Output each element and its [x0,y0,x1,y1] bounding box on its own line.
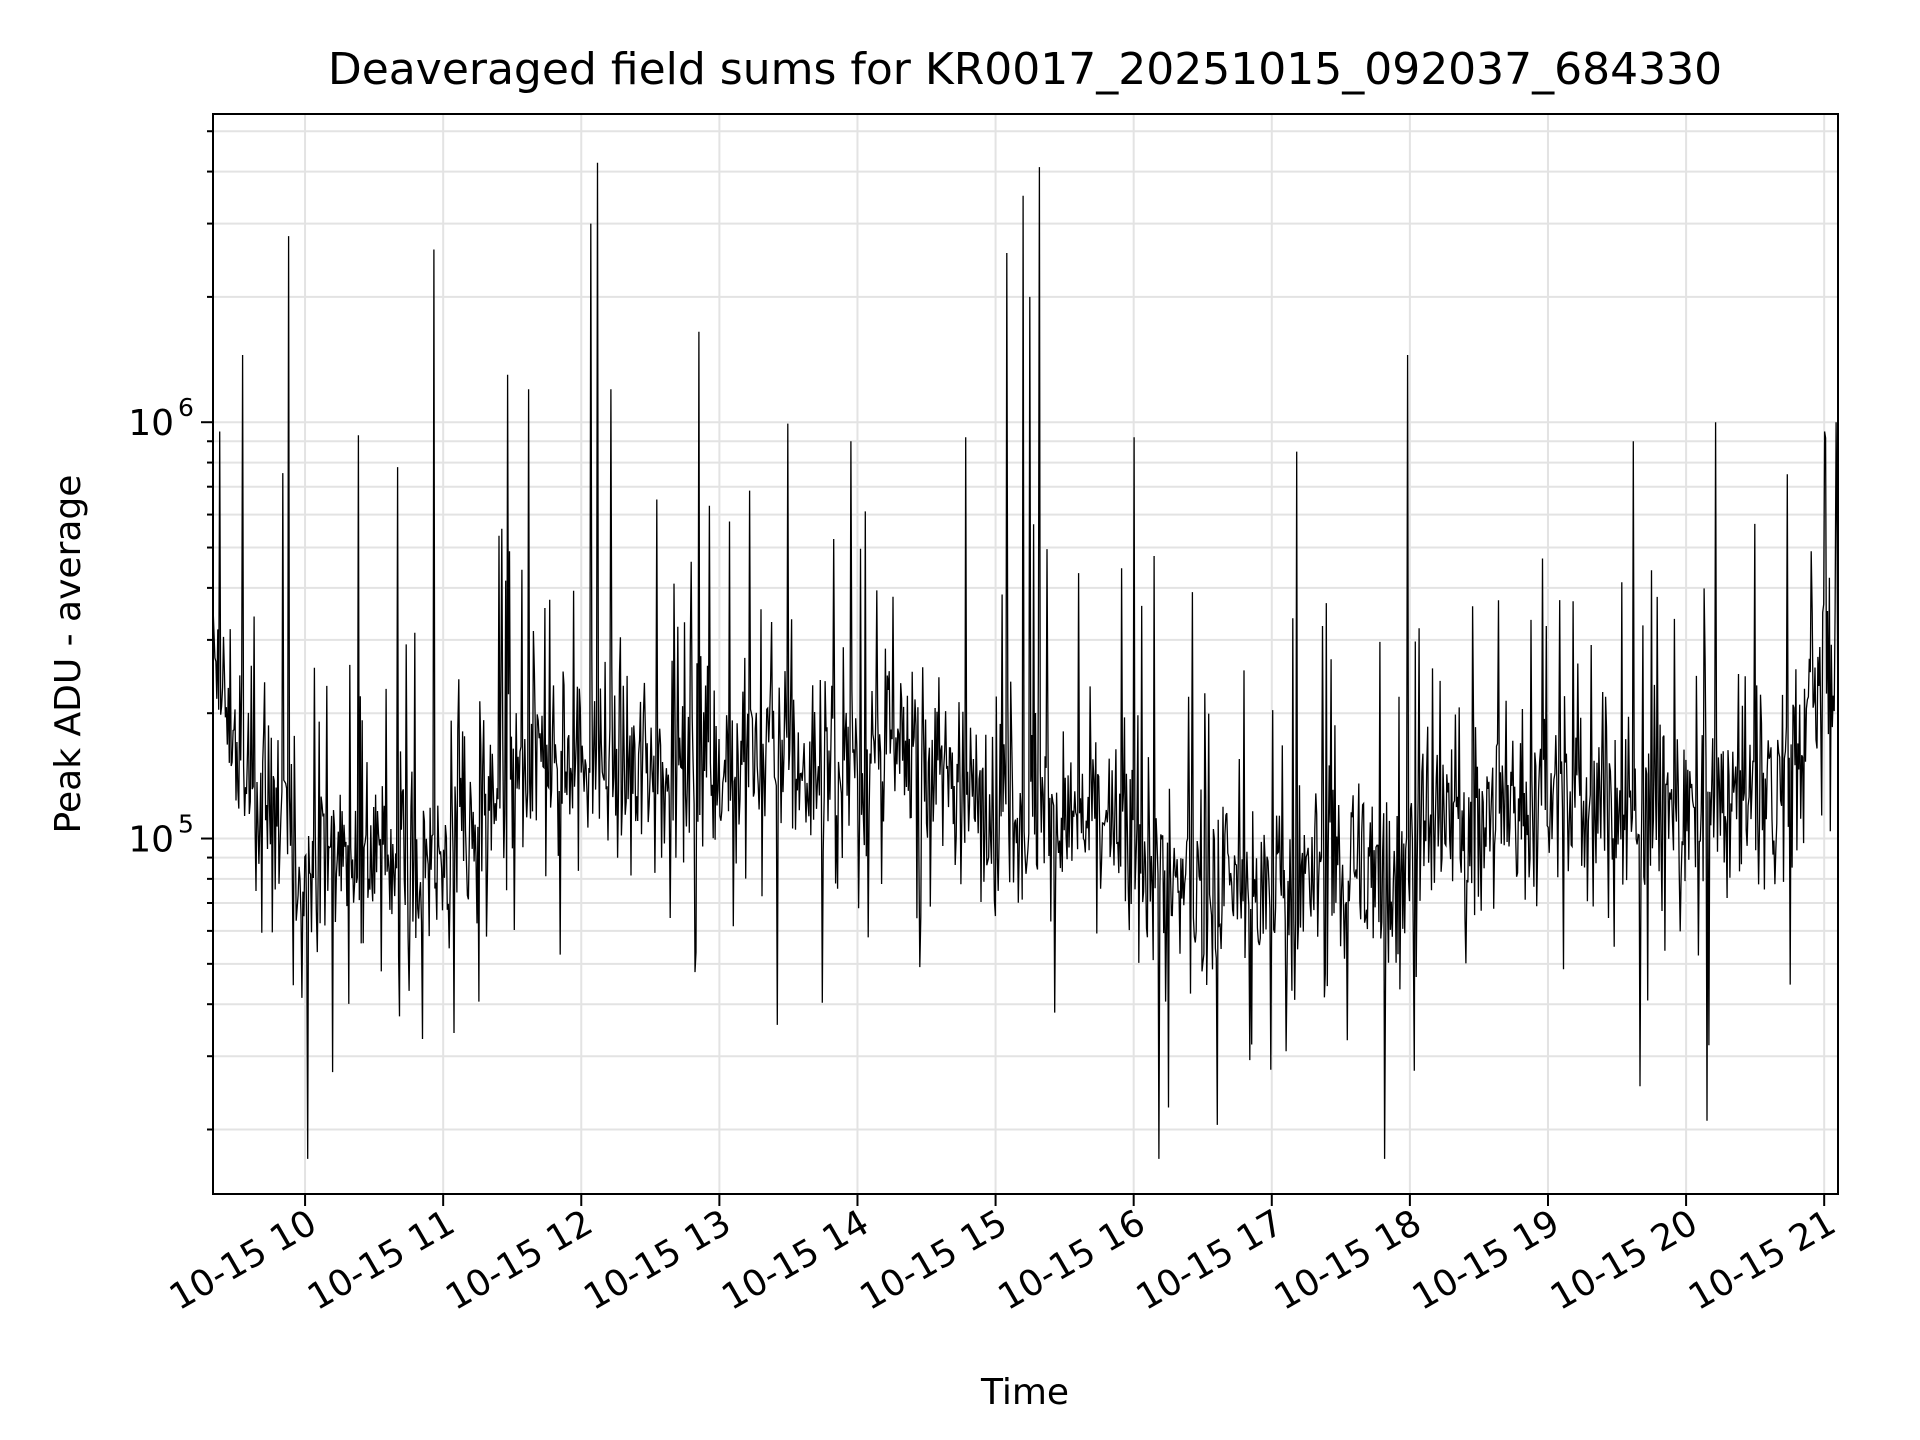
x-axis-label: Time [980,1372,1069,1413]
grid [213,114,1838,1194]
y-axis-label: Peak ADU - average [48,475,89,834]
y-tick-base: 10 [128,403,174,444]
series-group [212,162,1839,1159]
y-tick-label: 10 6 [128,393,194,444]
chart-title: Deaveraged field sums for KR0017_2025101… [328,44,1722,95]
plot-frame [212,113,1839,1195]
y-tick-label: 10 5 [128,810,194,861]
series-line [212,162,1839,1159]
y-tick-base: 10 [128,820,174,861]
y-tick-exponent: 6 [178,393,194,422]
y-tick-exponent: 5 [178,810,194,839]
